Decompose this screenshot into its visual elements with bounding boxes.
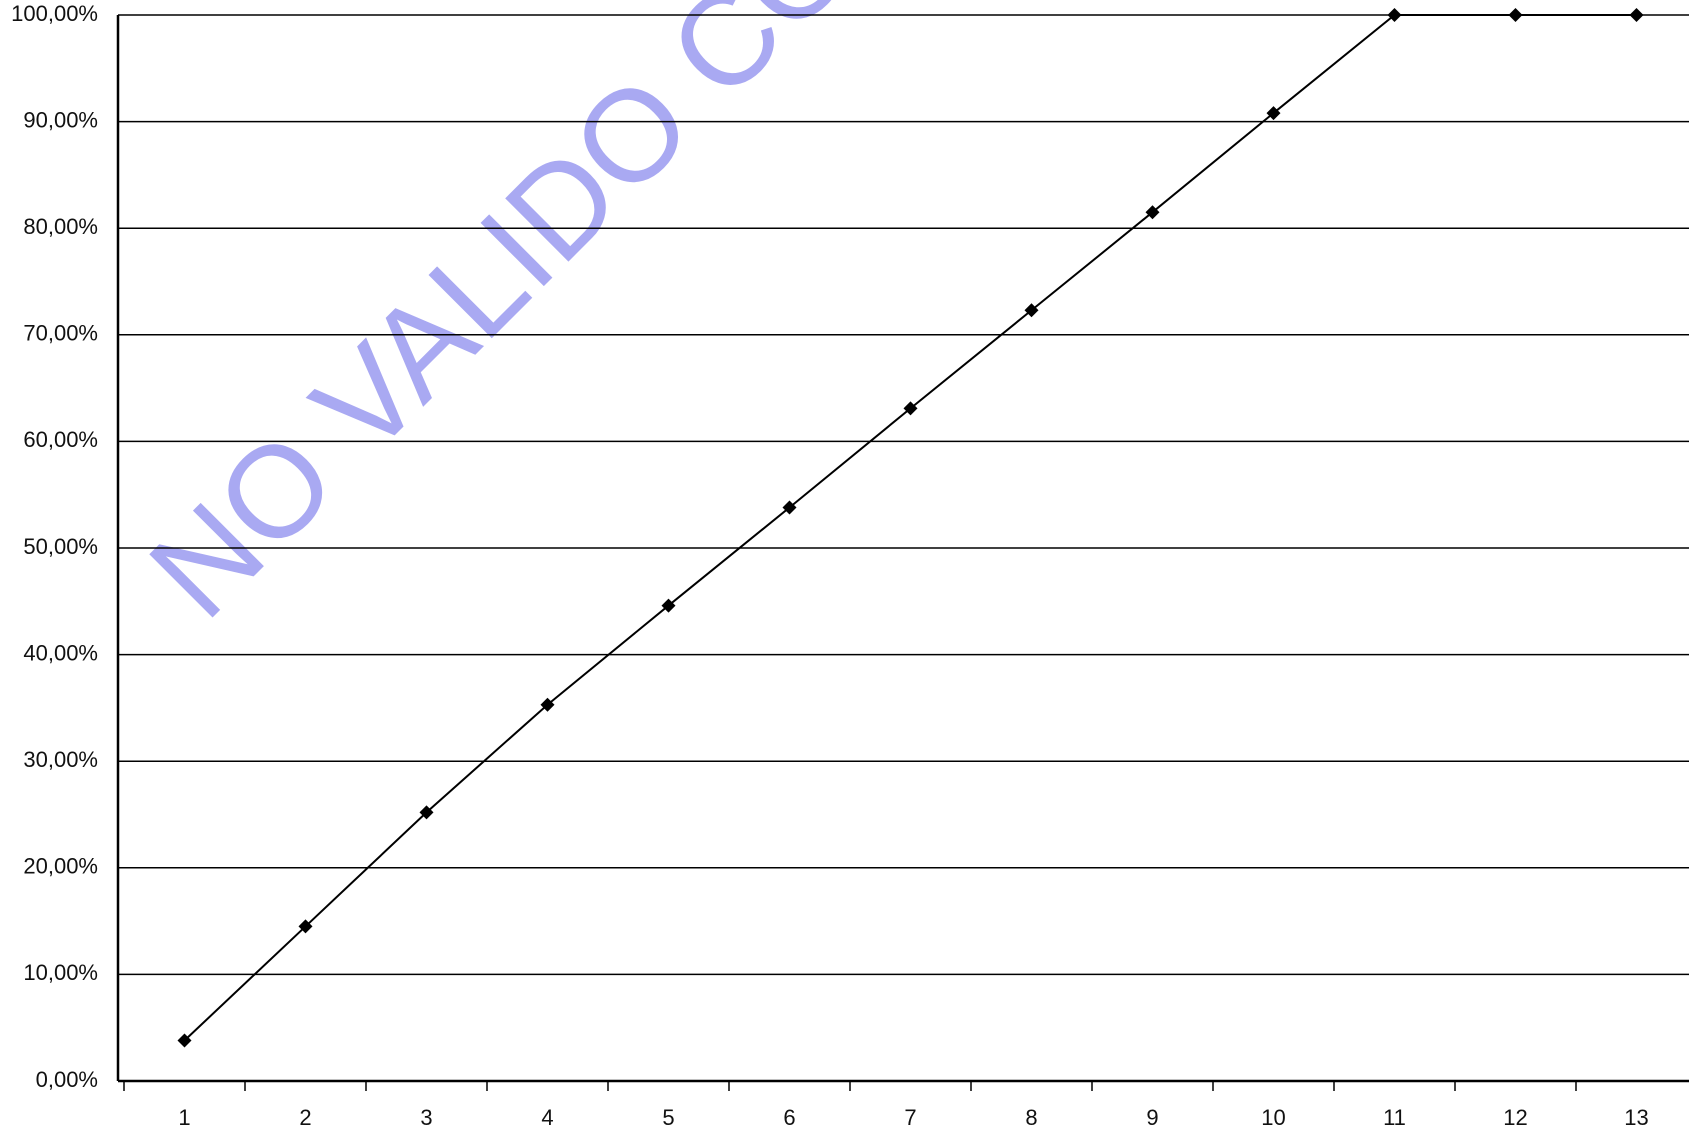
y-tick-label: 0,00% — [36, 1067, 98, 1092]
x-tick-label: 10 — [1261, 1105, 1285, 1130]
marker — [298, 919, 313, 934]
y-tick-label: 40,00% — [23, 640, 98, 665]
marker — [661, 598, 676, 613]
x-tick-label: 12 — [1503, 1105, 1527, 1130]
y-tick-label: 70,00% — [23, 321, 98, 346]
x-tick-label: 5 — [662, 1105, 674, 1130]
marker — [1629, 8, 1644, 22]
x-tick-label: 9 — [1146, 1105, 1158, 1130]
y-tick-label: 60,00% — [23, 427, 98, 452]
x-tick-label: 11 — [1383, 1105, 1406, 1130]
x-tick-label: 13 — [1624, 1105, 1648, 1130]
y-tick-label: 20,00% — [23, 854, 98, 879]
x-tick-label: 3 — [420, 1105, 432, 1130]
marker — [782, 500, 797, 515]
x-tick-label: 4 — [541, 1105, 553, 1130]
marker — [1508, 8, 1523, 22]
marker — [177, 1033, 192, 1048]
marker — [1266, 106, 1281, 121]
series-line — [183, 14, 1637, 1042]
x-tick-label: 8 — [1025, 1105, 1037, 1130]
marker — [419, 805, 434, 820]
y-tick-label: 80,00% — [23, 214, 98, 239]
marker — [903, 401, 918, 416]
y-tick-label: 10,00% — [23, 960, 98, 985]
x-tick-label: 1 — [178, 1105, 190, 1130]
x-tick-label: 7 — [904, 1105, 916, 1130]
y-tick-label: 90,00% — [23, 107, 98, 132]
marker — [1145, 205, 1160, 220]
marker — [540, 697, 555, 712]
y-tick-label: 50,00% — [23, 534, 98, 559]
x-tick-label: 6 — [783, 1105, 795, 1130]
marker — [1387, 8, 1402, 22]
marker — [1024, 303, 1039, 318]
y-tick-label: 30,00% — [23, 747, 98, 772]
y-tick-label: 100,00% — [11, 1, 98, 26]
x-tick-label: 2 — [299, 1105, 311, 1130]
